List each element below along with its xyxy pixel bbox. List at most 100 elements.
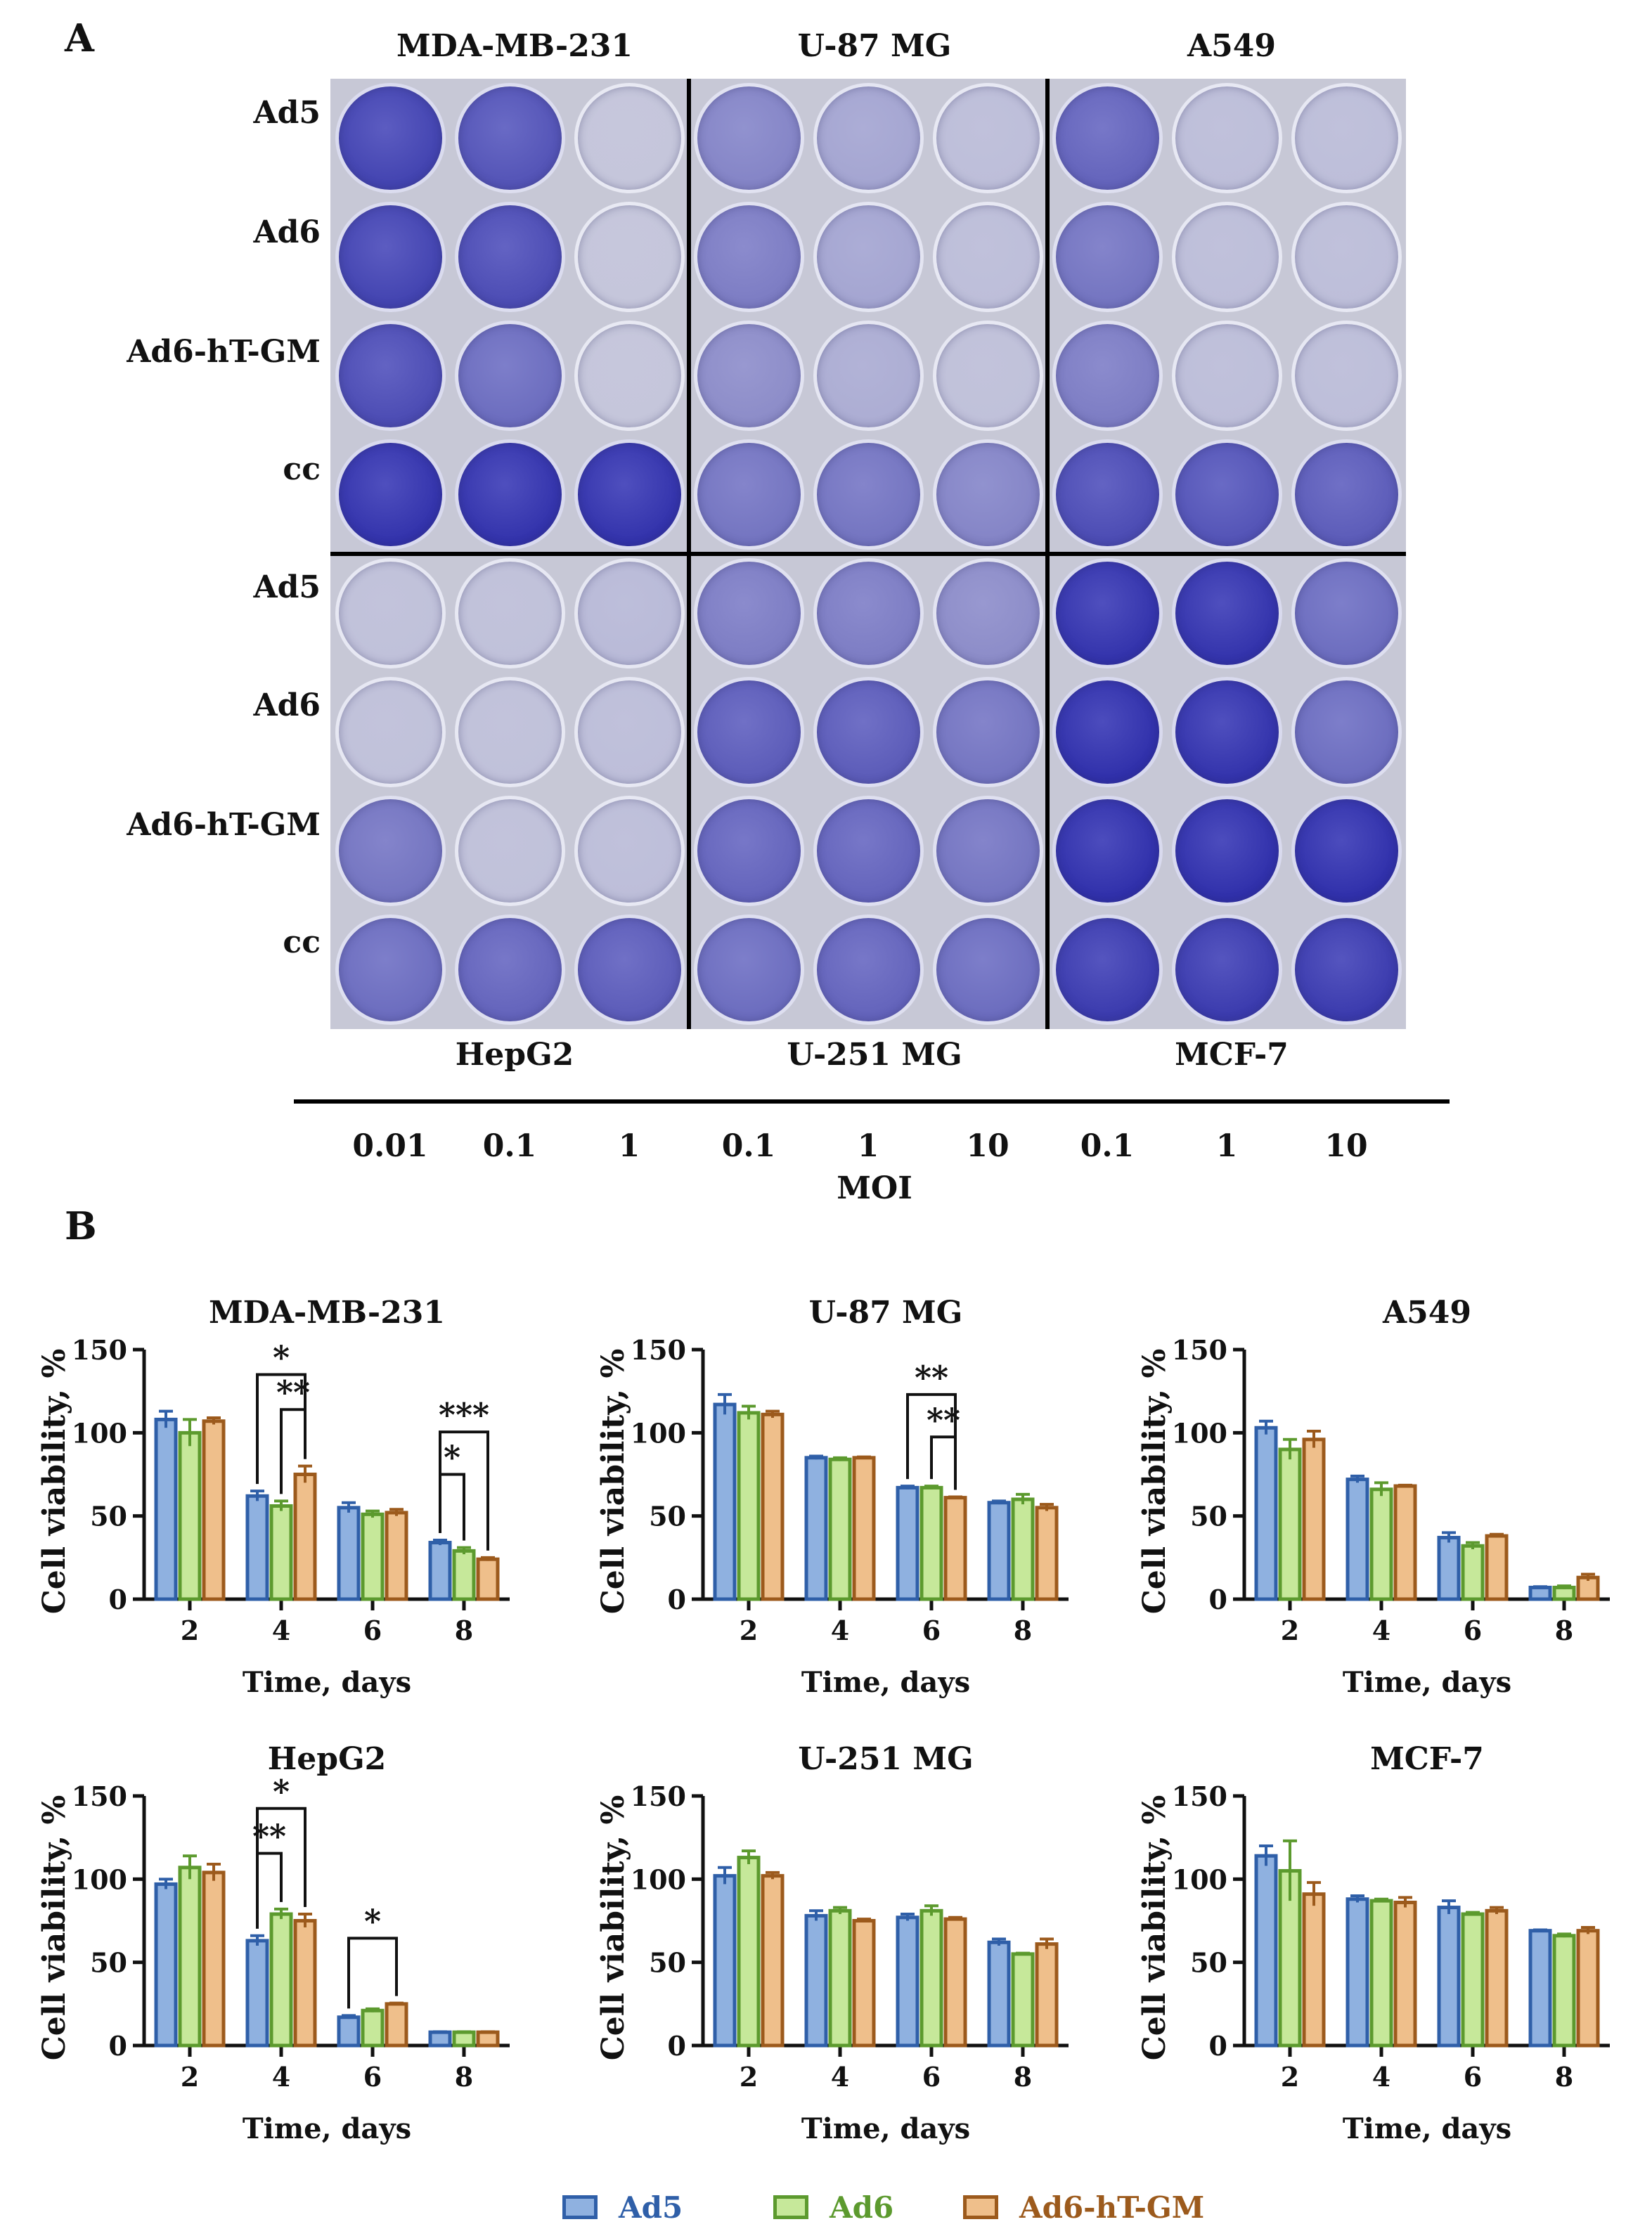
bar-ad5 (1528, 1929, 1552, 2048)
bar-ad6 (269, 1912, 293, 2048)
bar-ad5 (154, 1417, 178, 1601)
chart-svg: U-251 MG 0 50 100 150 2 4 6 8 Time, days Cell viab… (595, 1741, 1069, 2145)
legend-item-ad6: Ad6 (773, 2186, 893, 2228)
row-label-cc: cc (283, 451, 321, 487)
panel-b-letter: B (65, 1203, 97, 1248)
legend-item-ad6-ht-gm: Ad6-hT-GM (963, 2186, 1204, 2228)
chart-svg: HepG2 0 50 100 150 2 4 6 8 Time, days Cell viabili… (37, 1741, 510, 2145)
x-axis-label: Time, days (801, 2112, 970, 2145)
bar-ad5 (245, 1494, 269, 1601)
y-axis-label: Cell viability, % (595, 1349, 631, 1615)
bar-ad6-ht-gm (202, 1419, 226, 1601)
chart-title: U-87 MG (809, 1295, 963, 1331)
bar-ad5 (987, 1940, 1011, 2048)
x-tick-label: 2 (1281, 1615, 1299, 1646)
bar-ad6 (361, 2008, 385, 2048)
chart-svg: U-87 MG 0 50 100 150 2 4 6 8 Time, days Cell viabi… (595, 1295, 1069, 1699)
well (932, 796, 1043, 906)
bar-ad6 (828, 1457, 852, 1601)
plate-title-a549: A549 (1187, 28, 1276, 64)
bar-ad5 (1346, 1478, 1369, 1601)
bar-ad5 (1528, 1585, 1552, 1601)
well (932, 915, 1043, 1025)
bar-ad5 (987, 1501, 1011, 1601)
plate-title-u-87-mg: U-87 MG (797, 28, 952, 64)
well (1171, 202, 1282, 312)
bar-ad5 (896, 1485, 919, 1601)
significance-label: * (444, 1439, 460, 1477)
x-tick-label: 2 (1281, 2061, 1299, 2093)
bar-ad6 (1461, 1544, 1485, 1601)
legend-label-ad6: Ad6 (830, 2190, 894, 2225)
row-label-ad5: Ad5 (253, 95, 321, 131)
moi-axis-label: MOI (837, 1170, 912, 1206)
bar-ad5 (713, 1874, 737, 2048)
well (693, 321, 804, 431)
x-tick-label: 2 (740, 2061, 758, 2093)
bar-ad6-ht-gm (761, 1412, 785, 1601)
well (1291, 83, 1402, 193)
bar-ad6 (269, 1504, 293, 1601)
bar-ad5 (1254, 1426, 1278, 1601)
y-tick-label: 150 (631, 1781, 686, 1812)
well (693, 558, 804, 668)
bar-ad6 (1278, 1447, 1302, 1601)
legend-label-ad6-ht-gm: Ad6-hT-GM (1019, 2190, 1205, 2225)
y-tick-label: 0 (668, 2030, 686, 2062)
bar-ad6 (919, 1485, 943, 1601)
row-label-ad6: Ad6 (253, 214, 321, 250)
y-tick-label: 0 (109, 1584, 127, 1615)
significance-label: ** (915, 1359, 948, 1397)
bar-ad6-ht-gm (761, 1874, 785, 2048)
bar-ad5 (804, 1456, 828, 1601)
well (1171, 83, 1282, 193)
bar-ad6-ht-gm (1393, 1484, 1417, 1601)
moi-tick-label: 10 (1324, 1128, 1368, 1164)
well (1052, 202, 1163, 312)
well (1171, 915, 1282, 1025)
well (335, 558, 446, 668)
well (1291, 558, 1402, 668)
bar-ad6 (452, 2030, 476, 2048)
moi-axis-line (294, 1099, 1450, 1104)
moi-tick-label: 10 (966, 1128, 1009, 1164)
well (335, 202, 446, 312)
legend-item-ad5: Ad5 (562, 2186, 683, 2228)
x-tick-label: 8 (1014, 2061, 1032, 2093)
bar-ad5 (245, 1939, 269, 2048)
row-label-ad6: Ad6 (253, 687, 321, 723)
x-tick-label: 8 (1014, 1615, 1032, 1646)
x-tick-label: 2 (740, 1615, 758, 1646)
x-tick-label: 8 (1555, 1615, 1573, 1646)
row-label-ad6-ht-gm: Ad6-hT-GM (127, 807, 321, 843)
bar-ad6 (178, 1430, 202, 1601)
well (454, 202, 565, 312)
bar-ad6-ht-gm (385, 2002, 408, 2048)
legend-swatch-ad5 (562, 2195, 598, 2219)
bar-ad6 (737, 1856, 761, 2048)
significance-label: *** (439, 1396, 489, 1434)
bar-ad5 (1254, 1854, 1278, 2048)
bar-ad5 (713, 1402, 737, 1601)
bar-ad5 (1437, 1906, 1461, 2048)
well (932, 558, 1043, 668)
significance-label: * (273, 1339, 290, 1377)
bar-ad6-ht-gm (1393, 1900, 1417, 2048)
y-tick-label: 0 (668, 1584, 686, 1615)
well (454, 321, 565, 431)
chart-a549: A549 0 50 100 150 2 4 6 8 Time, days Cell viabilit… (1121, 1286, 1627, 1711)
y-tick-label: 100 (631, 1417, 686, 1449)
well (1291, 321, 1402, 431)
moi-tick-label: 1 (857, 1128, 879, 1164)
significance-label: ** (276, 1374, 310, 1411)
well (454, 915, 565, 1025)
well (693, 202, 804, 312)
well (932, 83, 1043, 193)
well (1052, 439, 1163, 550)
crystal-violet-plates (330, 79, 1406, 1029)
x-tick-label: 4 (272, 2061, 290, 2093)
well (932, 439, 1043, 550)
significance-bracket (439, 1473, 465, 1541)
well (574, 321, 685, 431)
well (932, 677, 1043, 787)
